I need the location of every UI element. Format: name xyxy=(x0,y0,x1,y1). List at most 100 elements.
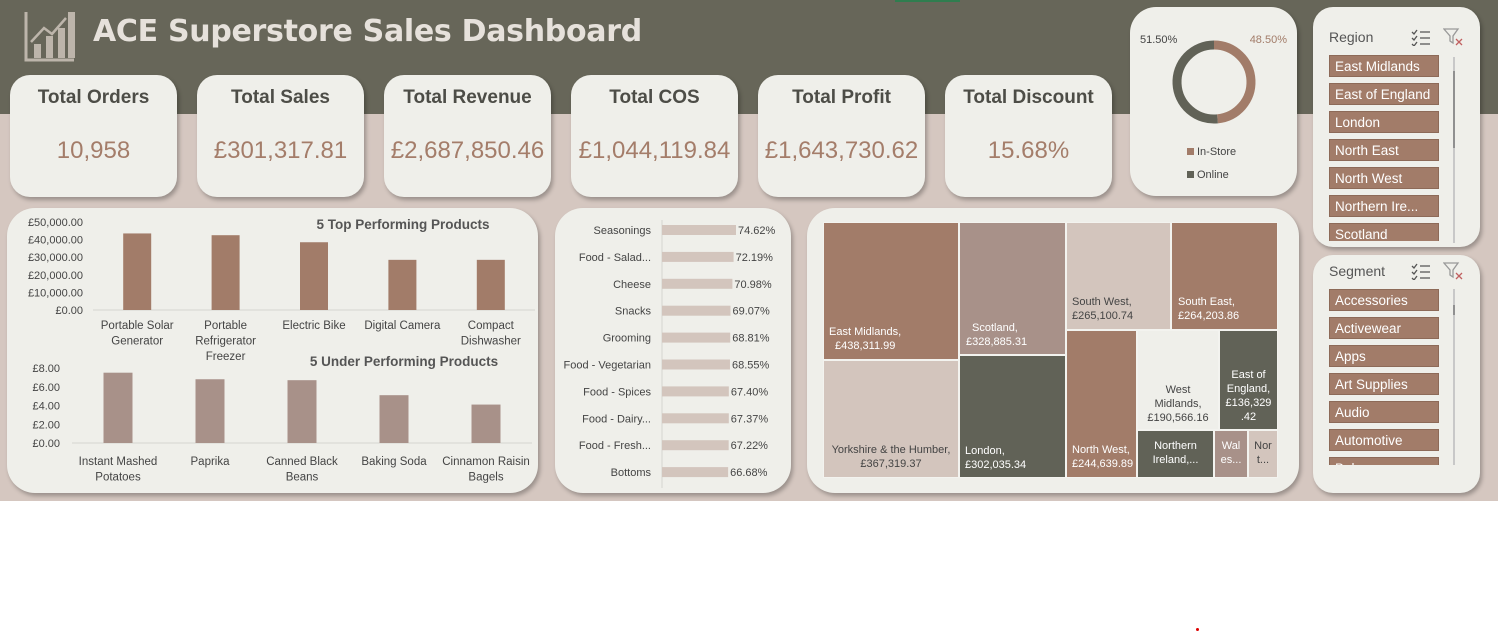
region-slicer-item[interactable]: Scotland xyxy=(1329,223,1439,241)
bar[interactable] xyxy=(662,332,731,343)
region-slicer-item[interactable]: North West xyxy=(1329,167,1439,189)
region-treemap[interactable]: East Midlands, £438,311.99 Yorkshire & the… xyxy=(823,222,1278,478)
bar[interactable] xyxy=(379,395,409,443)
treemap-tile[interactable]: East Midlands, £438,311.99 xyxy=(823,222,959,360)
bar[interactable] xyxy=(662,359,730,370)
y-tick-label: £6.00 xyxy=(32,382,60,394)
kpi-title: Total Orders xyxy=(37,87,150,108)
y-tick-label: £40,000.00 xyxy=(28,235,83,247)
treemap-tile[interactable]: South West, £265,100.74 xyxy=(1066,222,1171,330)
segment-slicer-item[interactable]: Audio xyxy=(1329,401,1439,423)
cursor-dot xyxy=(1196,628,1199,631)
y-tick-label: £2.00 xyxy=(32,419,60,431)
y-tick-label: £8.00 xyxy=(32,363,60,375)
treemap-value-part: £136,329 xyxy=(1225,397,1272,409)
bar[interactable] xyxy=(103,372,133,443)
region-slicer-item[interactable]: Northern Ire... xyxy=(1329,195,1439,217)
treemap-tile[interactable]: Nor t... xyxy=(1248,430,1278,478)
bar[interactable] xyxy=(662,413,729,424)
value-label: 67.37% xyxy=(731,413,769,425)
category-label: Digital Camera xyxy=(364,320,441,332)
region-slicer-item[interactable]: East Midlands xyxy=(1329,55,1439,77)
segment-slicer-item[interactable]: Automotive xyxy=(1329,429,1439,451)
bar[interactable] xyxy=(287,380,317,443)
treemap-tile[interactable]: Northern Ireland,... xyxy=(1137,430,1214,478)
kpi-card-total-profit: Total Profit £1,643,730.62 xyxy=(758,75,925,197)
kpi-title: Total COS xyxy=(609,87,700,108)
treemap-name-part: t... xyxy=(1256,454,1270,466)
bar[interactable] xyxy=(476,259,505,310)
segment-scrollbar-track[interactable] xyxy=(1453,289,1455,465)
donut-chart[interactable]: 51.50% 48.50% In-Store Online xyxy=(1130,7,1297,196)
bar[interactable] xyxy=(662,440,729,451)
bar[interactable] xyxy=(662,225,736,235)
multi-select-icon[interactable] xyxy=(1411,262,1431,280)
bar[interactable] xyxy=(662,278,733,289)
value-label: 66.68% xyxy=(730,467,768,479)
bar[interactable] xyxy=(471,404,501,443)
kpi-card-total-sales: Total Sales £301,317.81 xyxy=(197,75,364,197)
bar[interactable] xyxy=(123,233,152,310)
treemap-tile[interactable]: South East, £264,203.86 xyxy=(1171,222,1278,330)
kpi-title: Total Discount xyxy=(963,87,1094,108)
value-label: 68.55% xyxy=(732,360,770,372)
region-slicer-item[interactable]: East of England xyxy=(1329,83,1439,105)
value-label: 74.62% xyxy=(738,225,776,237)
treemap-region-name: Northern Ireland,... xyxy=(1138,439,1213,467)
treemap-region-name: South East, xyxy=(1178,296,1235,308)
segment-slicer-item[interactable]: Baby xyxy=(1329,457,1439,465)
treemap-tile[interactable]: Wal es... xyxy=(1214,430,1248,478)
segment-slicer-item[interactable]: Apps xyxy=(1329,345,1439,367)
kpi-card-total-cos: Total COS £1,044,119.84 xyxy=(571,75,738,197)
segment-slicer-item[interactable]: Activewear xyxy=(1329,317,1439,339)
region-scrollbar-thumb[interactable] xyxy=(1453,71,1455,148)
clear-filter-icon[interactable] xyxy=(1443,28,1463,46)
treemap-tile[interactable]: London, £302,035.34 xyxy=(959,355,1066,478)
profit-margin-chart[interactable]: Seasonings 74.62% Food - Salad... 72.19% Che… xyxy=(555,208,791,493)
donut-slice-online[interactable] xyxy=(1172,40,1218,124)
bar[interactable] xyxy=(211,235,240,310)
category-label: Food - Spices xyxy=(583,386,651,398)
value-label: 68.81% xyxy=(732,333,770,345)
y-tick-label: £0.00 xyxy=(32,438,60,450)
category-label: Baking Soda xyxy=(361,456,427,468)
bar[interactable] xyxy=(195,379,225,443)
donut-slice-in-store[interactable] xyxy=(1213,40,1256,124)
treemap-tile[interactable]: West Midlands, £190,566.16 xyxy=(1137,330,1219,430)
top-chart-title: 5 Top Performing Products xyxy=(316,217,489,232)
kpi-value: £2,687,850.46 xyxy=(390,137,545,164)
category-label: Snacks xyxy=(615,306,652,318)
treemap-tile[interactable]: Yorkshire & the Humber, £367,319.37 xyxy=(823,360,959,478)
region-scrollbar-track[interactable] xyxy=(1453,57,1455,243)
bar[interactable] xyxy=(662,251,734,262)
products-charts[interactable]: £50,000.00 £40,000.00 £30,000.00 £20,000.00… xyxy=(7,208,538,493)
category-label: Grooming xyxy=(603,333,651,345)
bar[interactable] xyxy=(662,386,729,397)
treemap-name-part: Midlands, xyxy=(1154,398,1202,410)
bar[interactable] xyxy=(662,305,731,316)
legend-swatch-instore xyxy=(1187,148,1194,155)
segment-slicer-item[interactable]: Art Supplies xyxy=(1329,373,1439,395)
category-label: Beans xyxy=(286,472,319,484)
clear-filter-icon[interactable] xyxy=(1443,262,1463,280)
treemap-region-value: £438,311.99 xyxy=(835,340,896,352)
value-label: 72.19% xyxy=(736,252,774,264)
bar[interactable] xyxy=(300,242,328,310)
treemap-tile[interactable]: East of England, £136,329 .42 xyxy=(1219,330,1278,430)
kpi-value: £301,317.81 xyxy=(213,137,348,164)
segment-slicer-item[interactable]: Accessories xyxy=(1329,289,1439,311)
region-slicer-item[interactable]: London xyxy=(1329,111,1439,133)
bar[interactable] xyxy=(662,467,729,478)
treemap-name-part: England, xyxy=(1226,383,1271,395)
treemap-tile[interactable]: Scotland, £328,885.31 xyxy=(959,222,1066,355)
donut-label-online: 51.50% xyxy=(1140,34,1178,46)
bar[interactable] xyxy=(388,259,417,310)
treemap-tile[interactable]: North West, £244,639.89 xyxy=(1066,330,1137,478)
treemap-region-name: Nor t... xyxy=(1249,439,1277,467)
multi-select-icon[interactable] xyxy=(1411,28,1431,46)
segment-slicer: Segment Accessories Activewear Apps Art Sup… xyxy=(1313,255,1480,493)
segment-scrollbar-thumb[interactable] xyxy=(1453,305,1455,315)
category-label: Portable Solar xyxy=(101,320,174,332)
value-label: 67.40% xyxy=(731,386,769,398)
region-slicer-item[interactable]: North East xyxy=(1329,139,1439,161)
